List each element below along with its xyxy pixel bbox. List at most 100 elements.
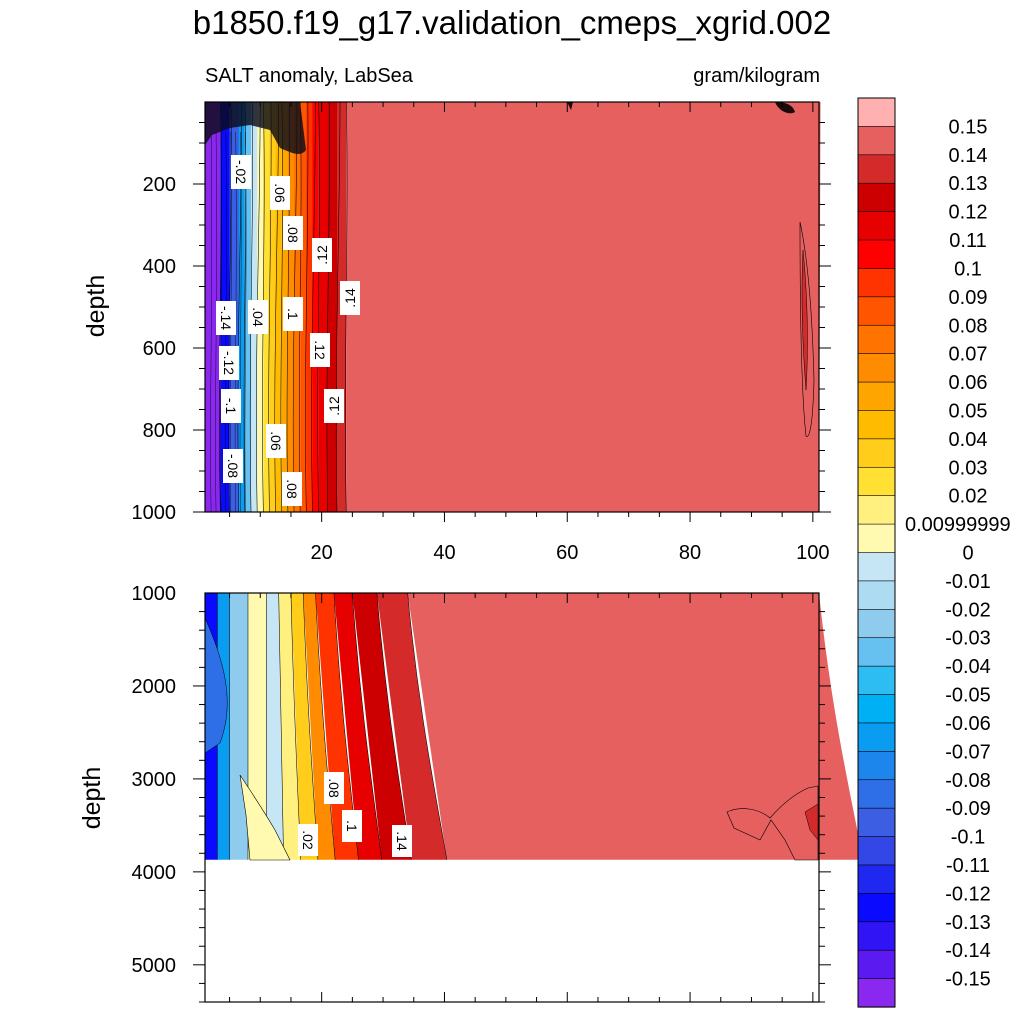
lower-column-8 [315, 593, 359, 860]
upper-surface-gradient [205, 102, 306, 154]
upper-contour-line-4 [249, 101, 254, 513]
colorbar-label: 0.07 [949, 344, 988, 366]
lower-contour-labels: .08 .1 .14 .02 [298, 772, 412, 857]
lower-contour-label: .14 [392, 825, 412, 857]
colorbar-swatch [857, 694, 896, 724]
upper-contour-line-17 [335, 101, 341, 513]
lower-y-tick-label: 3000 [132, 769, 177, 791]
colorbar-label: -0.01 [945, 571, 991, 593]
lower-y-tick-label: 2000 [132, 676, 177, 698]
colorbar: 0.15 0.14 0.13 0.12 0.11 0.1 0.09 0.08 0.07 0.06 0… [857, 97, 1011, 1008]
upper-contour-label: -.14 [216, 301, 236, 335]
lower-column-6 [290, 593, 318, 860]
upper-contour-label-text: .06 [268, 431, 284, 451]
upper-contour-label: -.12 [219, 346, 239, 380]
upper-contour-label: .08 [283, 216, 303, 250]
colorbar-swatch [857, 978, 896, 1008]
colorbar-label: 0.15 [949, 116, 988, 138]
lower-column-11 [376, 593, 447, 860]
upper-contour-label-text: -.08 [225, 454, 241, 478]
colorbar-swatch [857, 353, 896, 383]
lower-contour-label-text: .14 [394, 831, 410, 851]
lower-panel: .08 .1 .14 .02 1000 2000 3000 4000 5000 depth [78, 583, 864, 1003]
lower-contour-label: .08 [324, 772, 344, 804]
upper-contour-label: -.02 [231, 155, 251, 189]
upper-contour-label: .12 [310, 333, 330, 367]
colorbar-label: -0.08 [945, 770, 991, 792]
colorbar-label: -0.02 [945, 599, 991, 621]
upper-contour-label: .12 [312, 238, 332, 272]
colorbar-label: 0.03 [949, 457, 988, 479]
upper-fine-contour-0 [210, 131, 212, 513]
colorbar-label: -0.12 [945, 883, 991, 905]
colorbar-label: -0.06 [945, 713, 991, 735]
lower-y-tick-label: 4000 [132, 862, 177, 884]
upper-x-tick-label: 40 [433, 542, 455, 564]
lower-column-5 [278, 593, 301, 860]
lower-y-tick-label: 1000 [132, 583, 177, 605]
upper-contour-label: .1 [283, 297, 303, 331]
lower-contour-line-9 [352, 592, 383, 860]
colorbar-swatch [857, 722, 896, 752]
upper-contour-label-text: .08 [285, 223, 301, 243]
lower-y-label: depth [78, 767, 106, 830]
upper-surface-spot-mid [567, 102, 573, 110]
colorbar-label: 0.12 [949, 202, 988, 224]
colorbar-label: -0.07 [945, 741, 991, 763]
colorbar-label: -0.05 [945, 685, 991, 707]
upper-contour-line-5 [256, 101, 261, 513]
colorbar-swatch [857, 239, 896, 270]
upper-contour-label: .08 [282, 472, 302, 506]
upper-x-tick-label: 100 [796, 542, 829, 564]
upper-y-tick-label: 200 [143, 174, 176, 196]
upper-contour-label: .12 [324, 389, 344, 423]
lower-axis-ticks: 1000 2000 3000 4000 5000 [132, 583, 831, 1003]
chart-title: b1850.f19_g17.validation_cmeps_xgrid.002 [193, 4, 831, 41]
colorbar-label: 0 [962, 543, 973, 565]
colorbar-label: -0.14 [945, 940, 991, 962]
lower-column-10 [352, 593, 412, 860]
lower-low-salinity-tongue [239, 774, 291, 861]
upper-y-tick-label: 1000 [132, 502, 177, 524]
units-label: gram/kilogram [693, 65, 820, 87]
colorbar-swatch [857, 495, 896, 525]
upper-fine-contour-7 [244, 131, 247, 513]
colorbar-swatch [857, 807, 896, 838]
colorbar-swatch [857, 637, 896, 667]
upper-contour-label: -.08 [223, 449, 243, 483]
upper-contour-labels: -.02 .06 .08 .12 .14 -.14 .04 .1 .12 -.12 -.1 .12 .0… [216, 155, 360, 506]
colorbar-swatch [857, 97, 896, 128]
upper-panel: -.02 .06 .08 .12 .14 -.14 .04 .1 .12 -.12 -.1 .12 .0… [82, 101, 831, 564]
colorbar-label: -0.09 [945, 798, 991, 820]
colorbar-label: -0.11 [946, 855, 990, 877]
colorbar-swatch [857, 211, 896, 241]
upper-contour-line-15 [317, 101, 320, 513]
colorbar-label: -0.04 [945, 656, 991, 678]
lower-contour-label-text: .1 [344, 820, 360, 832]
upper-contour-label: -.1 [221, 389, 241, 423]
upper-contour-label-text: -.12 [221, 351, 237, 375]
upper-y-tick-label: 600 [143, 338, 176, 360]
upper-fine-contour-2 [220, 131, 222, 513]
colorbar-swatch [857, 949, 896, 980]
upper-contour-label-text: .12 [326, 396, 342, 416]
colorbar-label: 0.09 [949, 287, 988, 309]
colorbar-swatch [857, 836, 896, 866]
colorbar-swatch [857, 381, 896, 412]
upper-contour-label-text: .14 [342, 288, 358, 308]
upper-contour-label-text: .08 [284, 479, 300, 499]
colorbar-swatch [857, 182, 896, 213]
lower-contour-line-11 [407, 592, 448, 860]
lower-contour-label: .1 [342, 810, 362, 842]
upper-x-tick-label: 80 [679, 542, 701, 564]
colorbar-swatch [857, 665, 896, 696]
upper-y-label: depth [82, 275, 110, 338]
upper-x-tick-label: 20 [311, 542, 333, 564]
colorbar-swatch [857, 893, 896, 923]
colorbar-swatch [857, 523, 896, 554]
colorbar-label: -0.03 [945, 628, 991, 650]
colorbar-label: 0.1 [954, 258, 982, 280]
colorbar-swatch [857, 154, 896, 184]
lower-positive-core [804, 803, 819, 841]
